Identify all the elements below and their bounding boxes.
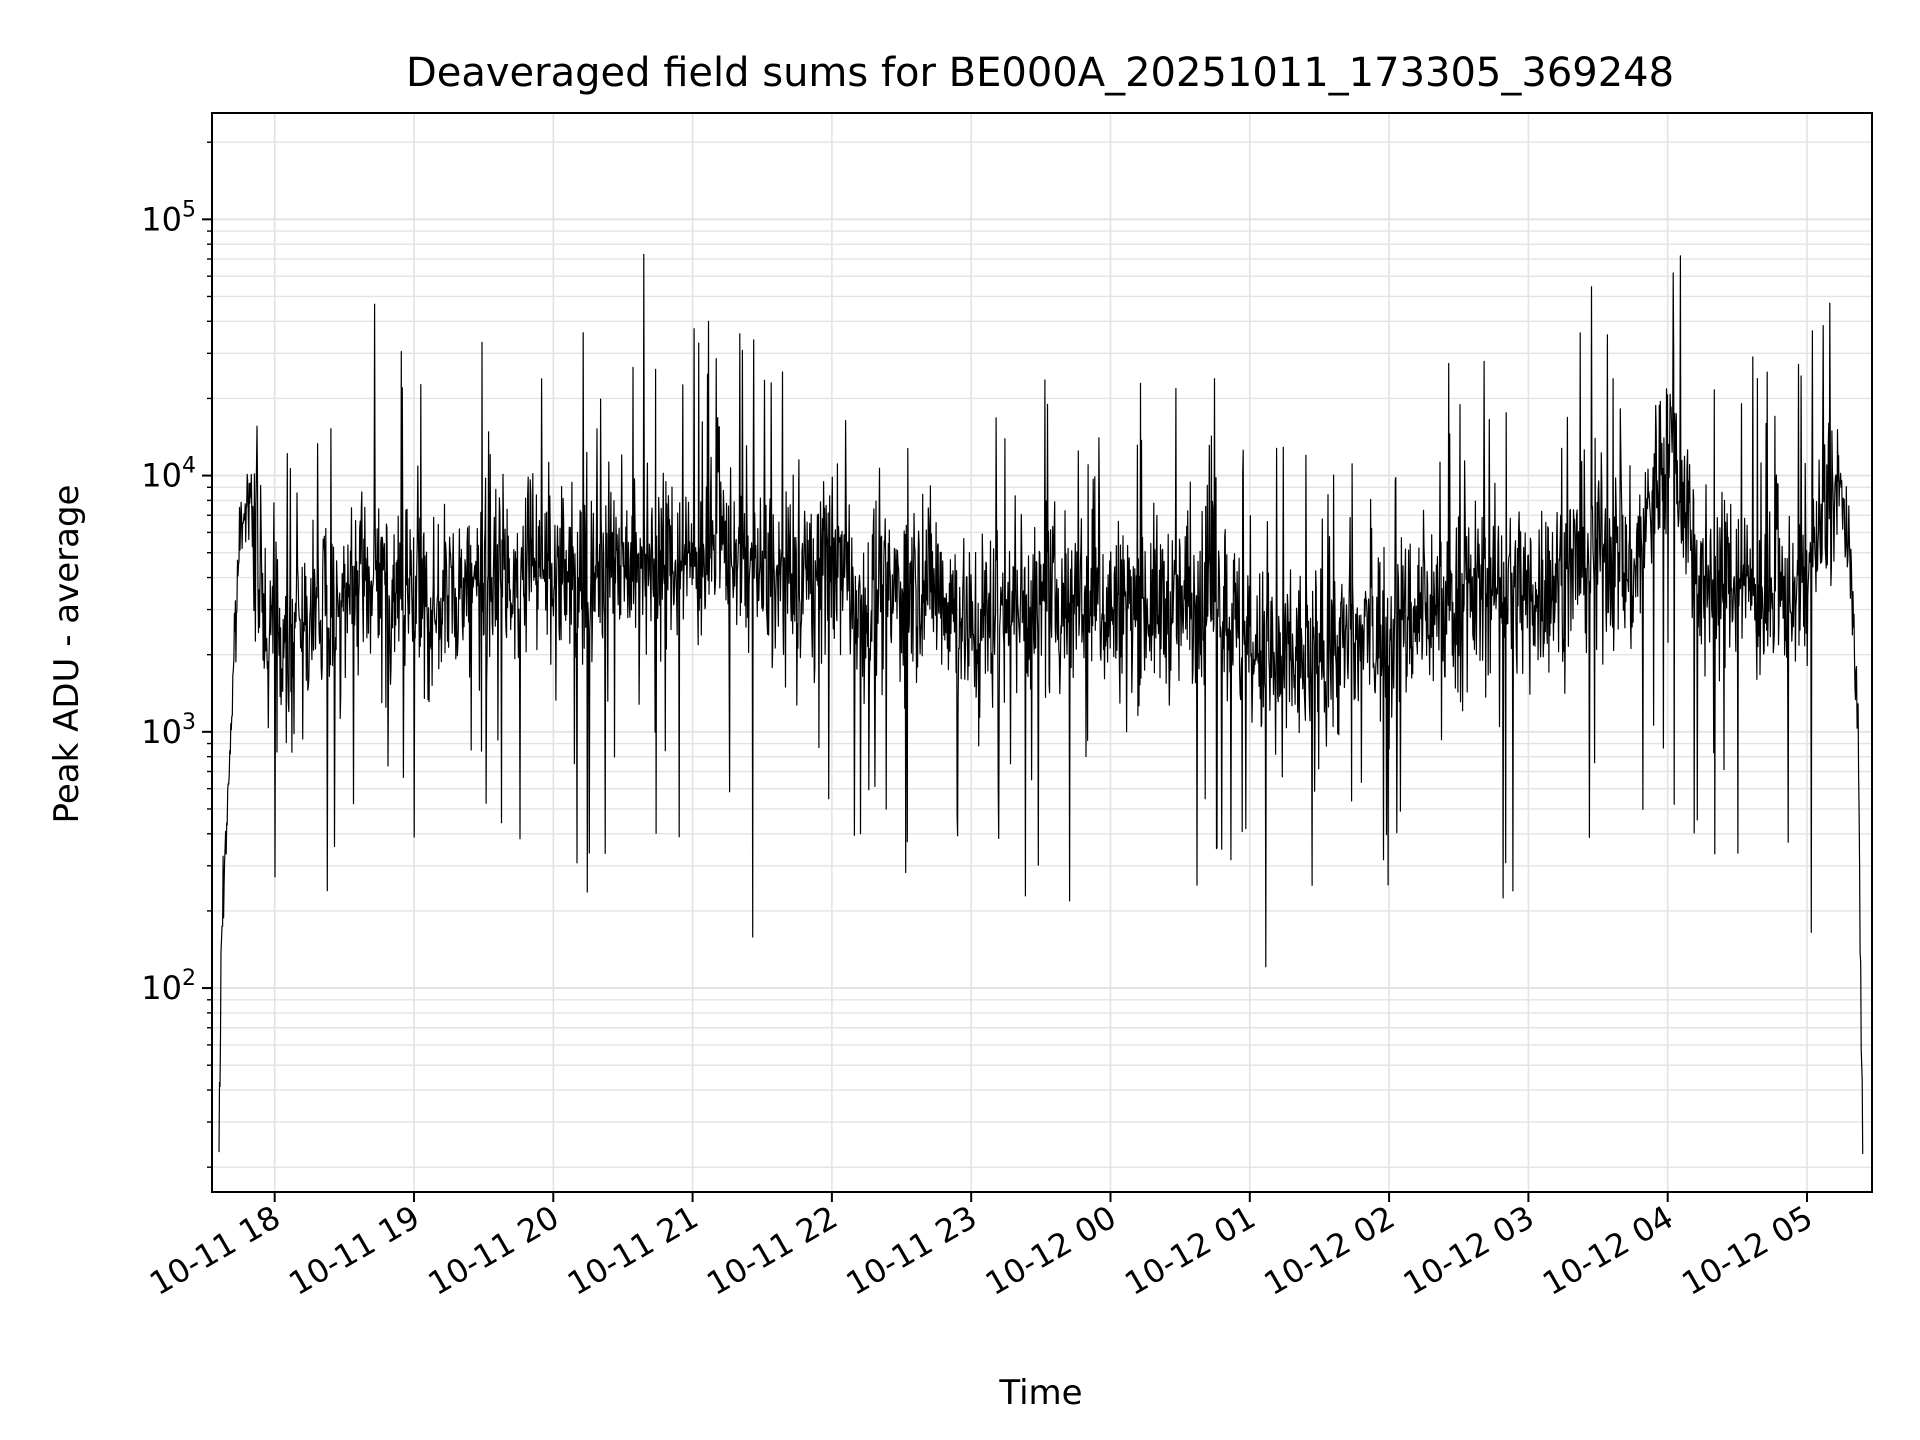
y-axis-label: Peak ADU - average [47,485,87,824]
series-line [218,253,1864,1154]
chart-title: Deaveraged field sums for BE000A_2025101… [406,50,1674,96]
y-tick-label: 104 [141,454,196,495]
y-tick-label: 105 [141,197,196,238]
y-tick-label: 102 [141,966,196,1007]
plot-area-frame [211,112,1873,1193]
y-tick-label: 103 [141,710,196,751]
x-axis-label: Time [998,1373,1082,1413]
y-axis: 102 103 104 105 [141,141,212,1168]
series-line-group [218,253,1864,1154]
